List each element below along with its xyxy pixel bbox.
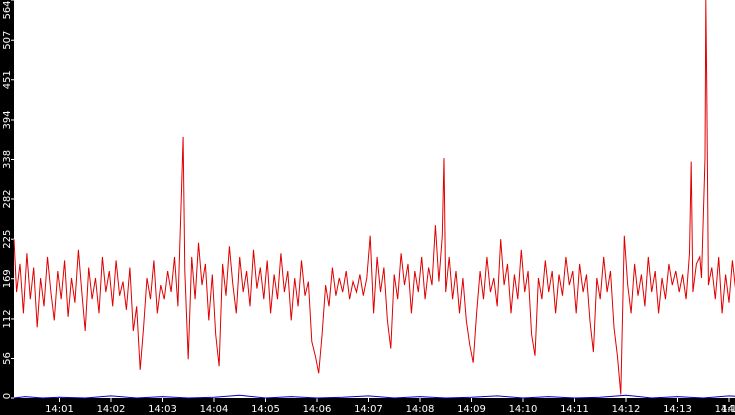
y-tick-label: 507 [2, 31, 13, 50]
x-tick-label: 14:06 [303, 404, 332, 415]
series-line-blue [13, 394, 735, 399]
y-tick-label: 0 [2, 393, 13, 399]
x-tick-label: 14:11 [560, 404, 589, 415]
series-layer [13, 0, 735, 399]
y-tick-label: 169 [2, 269, 13, 288]
x-tick-label: 14:13 [663, 404, 692, 415]
series-line-red [13, 0, 735, 395]
y-tick-label: 225 [2, 230, 13, 249]
x-axis-band [0, 398, 735, 415]
y-tick-label: 112 [2, 309, 13, 328]
x-tick-label: 14:04 [200, 404, 229, 415]
x-tick-label: 14:10 [509, 404, 538, 415]
plot-area [0, 0, 735, 398]
y-tick-label: 394 [2, 110, 13, 129]
x-tick-label: 14:09 [457, 404, 486, 415]
x-tick-label: 14:07 [354, 404, 383, 415]
x-tick-label: 14:01 [45, 404, 74, 415]
y-axis-ticks: 0 56 112 169 225 282 338 394 451 507 564 [2, 0, 14, 399]
x-tick-label: 14 [721, 404, 734, 415]
x-tick-label: 14:03 [148, 404, 177, 415]
y-tick-label: 338 [2, 150, 13, 169]
x-tick-label: 14:02 [97, 404, 126, 415]
x-tick-label: 14:14 [715, 404, 735, 415]
y-axis-band [0, 0, 14, 398]
x-tick-label: 14:08 [406, 404, 435, 415]
y-tick-label: 282 [2, 189, 13, 208]
y-tick-label: 56 [2, 352, 13, 365]
x-tick-label: 14:12 [612, 404, 641, 415]
y-tick-label: 451 [2, 70, 13, 89]
x-tick-label: 14:05 [251, 404, 280, 415]
y-tick-label: 564 [2, 0, 13, 19]
x-axis-ticks: 14:01 14:02 14:03 14:04 14:05 14:06 14:07 14:08… [45, 398, 735, 415]
